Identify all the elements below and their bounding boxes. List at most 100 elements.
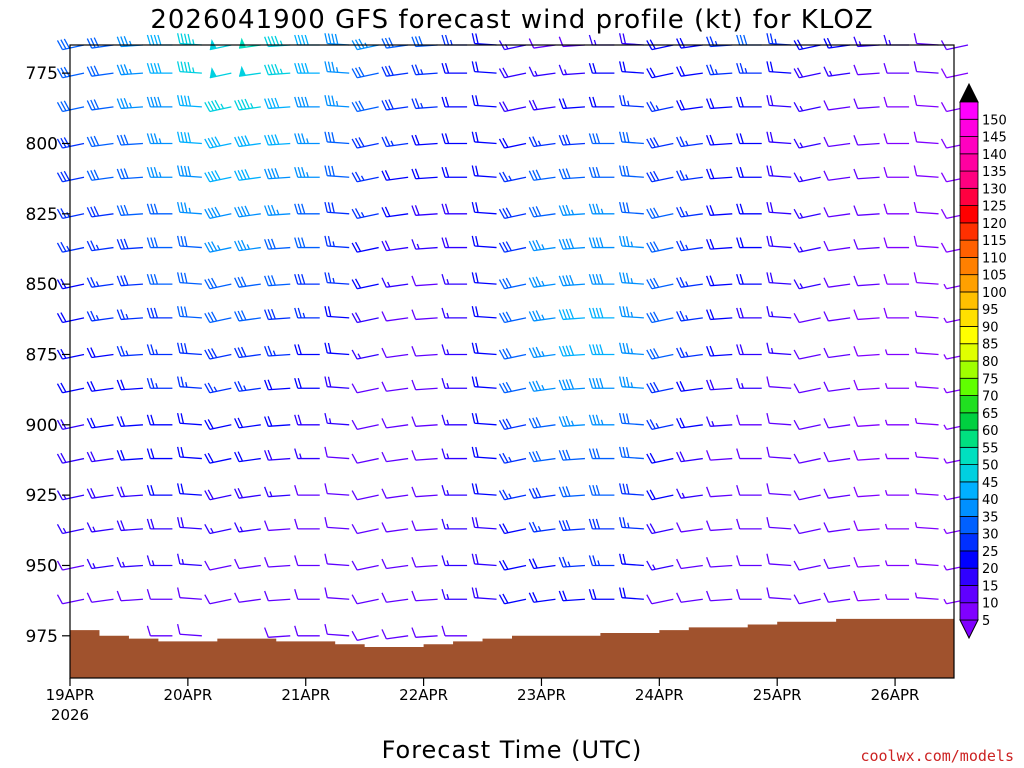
wind-barb: [324, 131, 350, 145]
colorbar-top-arrow: [959, 82, 979, 103]
colorbar-swatch: [959, 136, 979, 155]
colorbar-swatch: [959, 274, 979, 293]
x-tick-label: 20APR: [163, 686, 212, 704]
wind-barb: [766, 131, 792, 145]
wind-barb: [528, 380, 556, 392]
wind-barb: [793, 242, 821, 253]
wind-barb: [441, 589, 468, 600]
wind-barb: [471, 517, 497, 530]
wind-barb: [234, 169, 261, 181]
wind-barb: [411, 346, 438, 357]
wind-barb: [914, 418, 939, 426]
wind-barb: [381, 629, 409, 640]
wind-barb: [294, 625, 320, 637]
wind-barb: [116, 168, 143, 180]
wind-barb: [766, 235, 792, 249]
colorbar-swatch: [959, 429, 979, 448]
wind-barb: [676, 170, 703, 181]
wind-barb: [883, 273, 910, 285]
wind-barb: [234, 417, 261, 429]
wind-barb: [176, 342, 202, 356]
wind-barb: [146, 237, 173, 249]
wind-barb: [411, 416, 438, 427]
wind-barb: [209, 67, 232, 79]
wind-barb: [146, 378, 173, 389]
wind-barb: [558, 308, 585, 321]
wind-barb: [676, 347, 703, 359]
wind-barb: [618, 235, 644, 249]
wind-barb: [351, 100, 379, 113]
wind-barb: [146, 34, 173, 46]
wind-barb: [498, 593, 527, 605]
wind-barb: [793, 312, 821, 324]
wind-barb: [116, 204, 143, 216]
wind-barb: [56, 241, 85, 253]
wind-barb: [588, 378, 615, 389]
wind-barb: [381, 99, 409, 111]
wind-barb: [234, 558, 261, 570]
wind-barb: [706, 309, 733, 321]
colorbar-swatch: [959, 377, 979, 396]
wind-barb: [498, 171, 527, 183]
wind-barb: [618, 517, 644, 530]
wind-barb: [471, 342, 497, 356]
wind-barb: [56, 560, 85, 571]
colorbar-tick-label: 95: [982, 303, 999, 318]
wind-barb: [86, 310, 114, 322]
wind-barb: [441, 237, 468, 249]
wind-barb: [618, 33, 644, 46]
wind-barb: [676, 522, 703, 533]
colorbar-tick-label: 85: [982, 338, 999, 353]
wind-barb: [441, 203, 468, 215]
wind-barb: [381, 347, 409, 359]
wind-barb: [116, 97, 143, 110]
wind-barb: [116, 416, 143, 427]
colorbar-swatch: [959, 291, 979, 310]
wind-barb: [914, 311, 939, 319]
wind-barb: [86, 592, 114, 603]
wind-barb: [471, 61, 497, 74]
wind-barb: [853, 309, 880, 321]
wind-barb: [411, 590, 438, 602]
wind-barb: [86, 522, 114, 533]
wind-barb: [914, 522, 939, 530]
wind-barb: [204, 99, 232, 113]
wind-barb: [86, 65, 114, 77]
colorbar-swatch: [959, 222, 979, 241]
plot-frame: [69, 44, 955, 679]
wind-barb: [324, 412, 350, 426]
wind-barb: [558, 274, 585, 287]
wind-barb: [676, 488, 703, 499]
y-tick-label: 950: [26, 556, 58, 576]
colorbar: 5 10 15 20 25 30 35 40 45 50 55 60 65 70 75 80 85 90 95 100…: [959, 82, 1007, 640]
wind-barb: [793, 490, 821, 501]
wind-barb: [324, 201, 350, 215]
wind-barb: [86, 417, 114, 429]
wind-barb: [411, 98, 438, 110]
wind-barb: [441, 96, 468, 108]
wind-barb: [618, 306, 644, 319]
wind-barb: [294, 344, 320, 356]
wind-barb: [736, 518, 762, 530]
wind-barb: [204, 206, 232, 220]
wind-barb: [618, 446, 644, 460]
wind-barb: [411, 205, 438, 216]
wind-barb: [528, 487, 556, 499]
wind-barb: [706, 134, 733, 146]
wind-barb: [324, 483, 350, 496]
wind-barb: [86, 99, 114, 111]
wind-barb: [411, 168, 438, 180]
colorbar-tick-label: 20: [982, 562, 999, 577]
wind-barb: [676, 136, 703, 148]
wind-barb: [234, 381, 261, 392]
wind-barb: [646, 277, 674, 290]
wind-barb: [234, 487, 261, 499]
x-tick-label: 26APR: [871, 686, 920, 704]
wind-barb: [883, 96, 910, 108]
wind-barb: [498, 241, 527, 253]
y-tick-label: 900: [26, 416, 58, 436]
colorbar-tick-label: 30: [982, 528, 999, 543]
chart-title: 2026041900 GFS forecast wind profile (kt…: [150, 5, 873, 35]
x-tick-label: 19APR: [46, 686, 95, 704]
colorbar-swatch: [959, 170, 979, 189]
